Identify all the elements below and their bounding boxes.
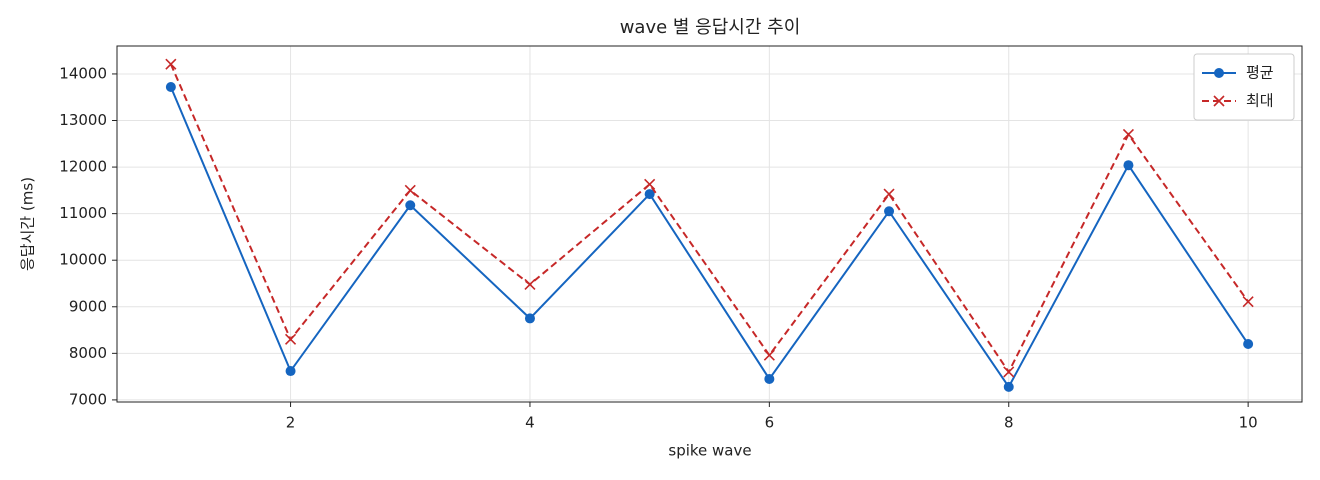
- marker: [1123, 160, 1134, 171]
- legend-box: [1193, 53, 1295, 121]
- marker: [763, 349, 775, 361]
- chart-title: wave 별 응답시간 추이: [620, 17, 801, 38]
- marker: [165, 58, 177, 70]
- marker: [524, 313, 535, 324]
- series-line: [169, 63, 1249, 374]
- marker: [165, 81, 176, 92]
- x-tick-label: 4: [525, 414, 535, 432]
- plot-frame: [116, 45, 1303, 403]
- series-line: [169, 86, 1249, 389]
- y-tick-label: 11000: [59, 204, 107, 222]
- marker: [1122, 128, 1135, 141]
- marker: [764, 373, 775, 384]
- marker: [1003, 366, 1015, 378]
- marker: [285, 366, 296, 377]
- y-tick-label: 9000: [69, 297, 107, 315]
- y-axis-label: 응답시간 (ms): [19, 177, 37, 271]
- y-tick-label: 13000: [59, 111, 107, 129]
- marker: [284, 333, 297, 345]
- marker: [1003, 381, 1014, 392]
- marker: [883, 188, 895, 200]
- marker: [1243, 339, 1254, 350]
- marker: [1242, 296, 1254, 308]
- y-tick-label: 14000: [59, 64, 107, 82]
- marker: [1213, 95, 1225, 107]
- marker: [404, 184, 416, 196]
- marker: [644, 178, 656, 190]
- marker: [1214, 68, 1224, 78]
- x-tick-label: 2: [286, 414, 296, 432]
- y-tick-label: 12000: [59, 158, 107, 176]
- x-tick-label: 6: [765, 414, 775, 432]
- x-axis-label: spike wave: [668, 442, 751, 460]
- marker: [524, 278, 536, 290]
- x-tick-label: 8: [1004, 414, 1014, 432]
- y-tick-label: 7000: [69, 390, 107, 408]
- marker: [884, 206, 895, 217]
- marker: [644, 189, 655, 200]
- y-tick-label: 10000: [59, 251, 107, 269]
- legend-label: 최대: [1246, 92, 1274, 110]
- legend-label: 평균: [1246, 64, 1274, 82]
- marker: [405, 200, 416, 211]
- x-tick-label: 10: [1239, 414, 1258, 432]
- y-tick-label: 8000: [69, 344, 107, 362]
